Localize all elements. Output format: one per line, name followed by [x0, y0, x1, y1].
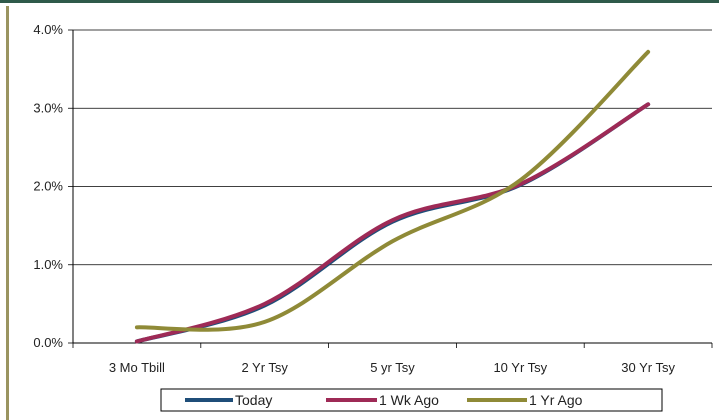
- legend: Today 1 Wk Ago 1 Yr Ago: [160, 388, 663, 412]
- x-tick-label: 30 Yr Tsy: [621, 360, 675, 375]
- tick-labels: 0.0% 1.0% 2.0% 3.0% 4.0% 3 Mo Tbill 2 Yr Tsy 5 …: [33, 22, 675, 375]
- x-tick-label: 2 Yr Tsy: [241, 360, 288, 375]
- x-tick-label: 3 Mo Tbill: [109, 360, 165, 375]
- legend-label-1-yr-ago: 1 Yr Ago: [529, 392, 583, 408]
- legend-label-today: Today: [235, 392, 272, 408]
- x-tick-label: 5 yr Tsy: [370, 360, 415, 375]
- top-border-rule: [0, 0, 719, 3]
- series-line-1-wk-ago: [134, 102, 651, 344]
- y-tick-label: 0.0%: [33, 335, 63, 350]
- y-tick-label: 4.0%: [33, 22, 63, 37]
- axes: [68, 29, 713, 348]
- y-tick-label: 1.0%: [33, 257, 63, 272]
- y-tick-label: 2.0%: [33, 179, 63, 194]
- series-lines: [134, 49, 651, 344]
- grid-lines: [73, 29, 712, 344]
- left-border-rule: [6, 6, 9, 420]
- y-tick-label: 3.0%: [33, 100, 63, 115]
- series-line-today: [134, 102, 651, 344]
- x-tick-label: 10 Yr Tsy: [493, 360, 547, 375]
- legend-label-1-wk-ago: 1 Wk Ago: [379, 392, 439, 408]
- legend-box: [160, 388, 663, 412]
- series-line-1-yr-ago: [134, 49, 651, 332]
